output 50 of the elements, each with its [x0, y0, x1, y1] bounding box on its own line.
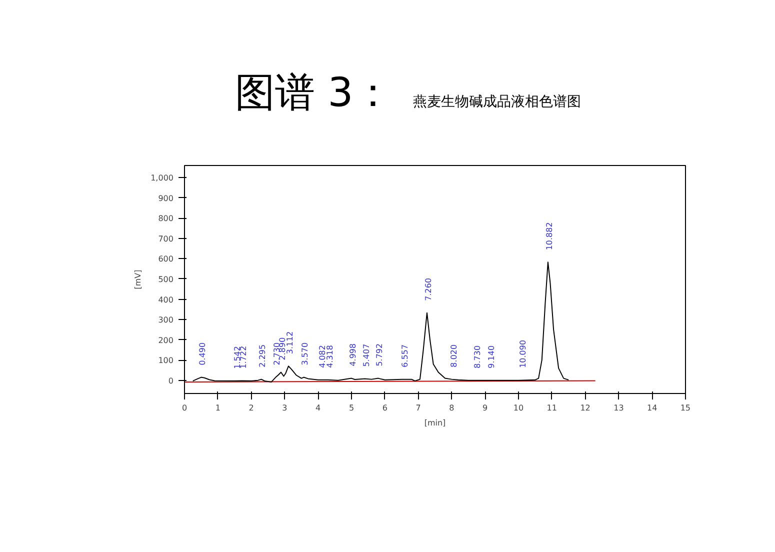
annotation: 8.730: [473, 345, 482, 368]
annotation: 1.722: [239, 346, 248, 369]
annotation: 4.082: [318, 345, 327, 368]
y-tick-label: 700: [158, 234, 174, 244]
x-tick-label: 9: [482, 404, 488, 412]
annotation: 6.557: [400, 344, 410, 368]
x-tick-label: 0: [182, 404, 188, 412]
annotation: 5.792: [374, 343, 384, 366]
annotation: 2.295: [258, 344, 268, 368]
x-tick-label: 6: [382, 404, 388, 412]
x-tick-label: 8: [449, 404, 454, 412]
annotation: 2.890: [278, 337, 288, 360]
y-tick-label: 600: [158, 254, 174, 264]
annotation: 4.318: [326, 345, 335, 368]
y-tick-label: 800: [158, 214, 174, 224]
y-tick-label: 200: [158, 336, 174, 345]
y-tick-label: 100: [158, 356, 174, 366]
chart-title: 图谱 3：: [235, 70, 394, 116]
annotation: 10.882: [544, 222, 554, 250]
annotation: 0.490: [198, 342, 207, 366]
y-axis-title: [mV]: [134, 270, 143, 290]
annotation: 3.112: [285, 331, 294, 354]
x-tick-label: 15: [680, 404, 691, 412]
x-tick-label: 1: [215, 404, 220, 412]
x-tick-label: 5: [348, 404, 354, 412]
x-tick-label: 4: [316, 404, 321, 412]
annotation: 3.570: [300, 342, 310, 366]
annotation: 4.998: [348, 343, 358, 366]
x-axis-title: [min]: [424, 418, 446, 428]
y-tick-label: 500: [158, 274, 174, 284]
annotation: 5.407: [362, 344, 372, 367]
y-tick-label: 300: [158, 316, 174, 325]
annotation: 9.140: [486, 345, 496, 368]
y-tick-label: 400: [158, 295, 174, 304]
x-tick-label: 7: [416, 404, 421, 412]
y-tick-label: 0: [168, 376, 174, 386]
annotation: 8.020: [449, 344, 458, 368]
x-tick-label: 12: [580, 404, 590, 412]
line-series: [192, 262, 570, 382]
x-tick-label: 13: [614, 404, 624, 412]
y-tick-label: 1,000: [150, 174, 174, 183]
annotation: 7.260: [424, 278, 433, 301]
x-tick-label: 10: [513, 404, 524, 412]
annotation: 10.090: [518, 340, 528, 368]
y-tick-label: 900: [158, 194, 174, 203]
x-tick-label: 3: [282, 404, 288, 412]
x-tick-label: 14: [647, 404, 658, 412]
chart-subtitle: 燕麦生物碱成品液相色谱图: [413, 94, 582, 110]
x-tick-label: 2: [248, 404, 254, 412]
x-tick-label: 11: [546, 404, 557, 412]
